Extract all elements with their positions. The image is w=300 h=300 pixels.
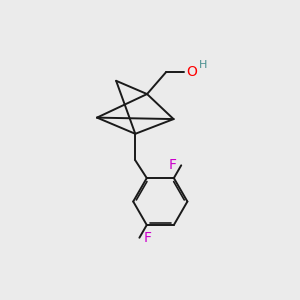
Text: F: F	[169, 158, 177, 172]
Text: H: H	[199, 61, 208, 70]
Text: F: F	[144, 231, 152, 245]
Text: O: O	[186, 65, 197, 79]
